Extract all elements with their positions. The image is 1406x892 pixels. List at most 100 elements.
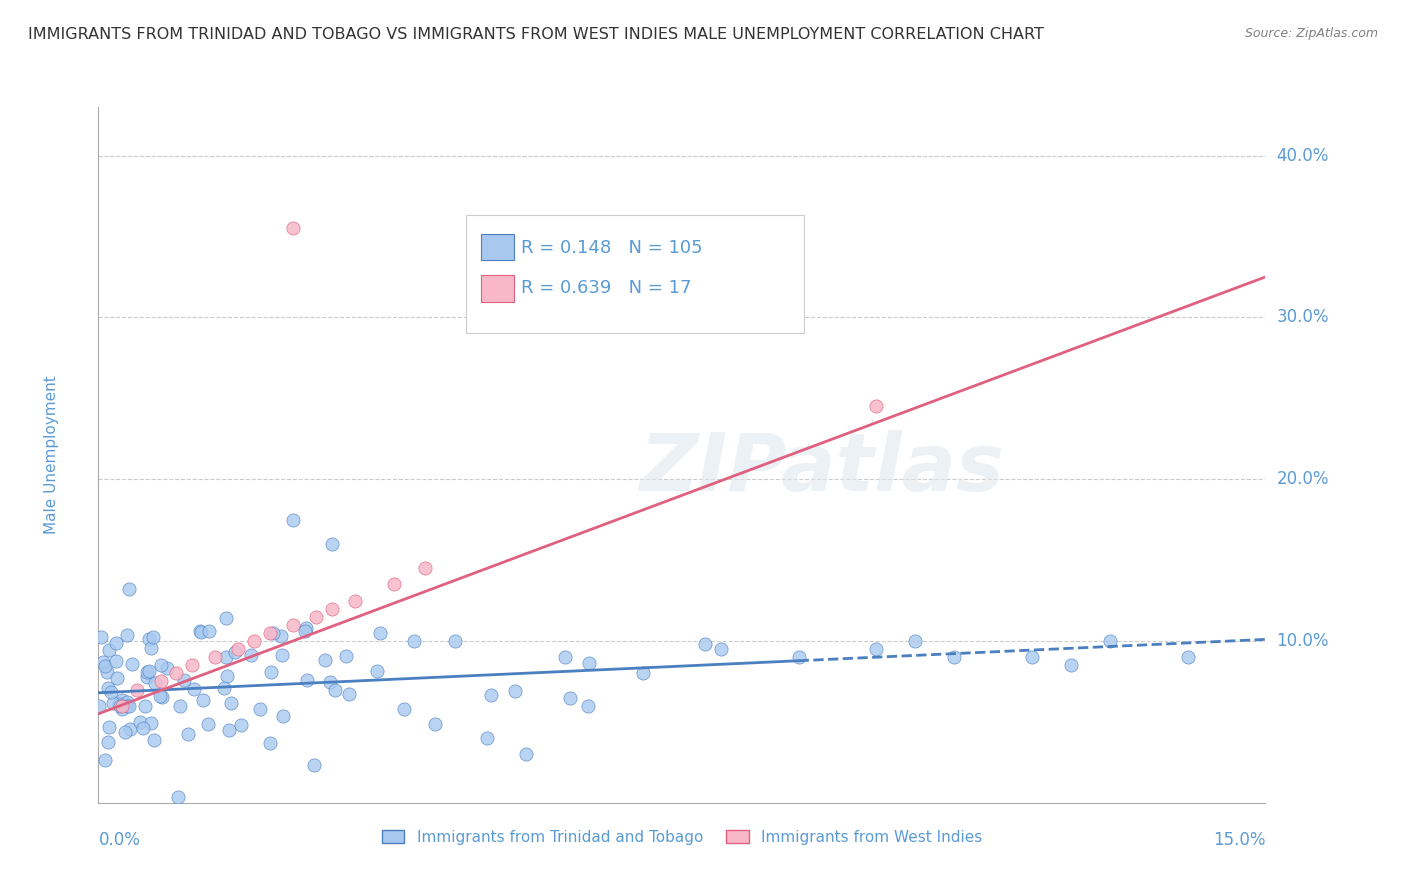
Point: [423, 717, 446, 731]
Point: [173, 673, 195, 688]
Point: [165, 666, 187, 681]
Point: [321, 601, 343, 615]
Point: [115, 699, 138, 714]
Point: [142, 630, 165, 644]
Point: [554, 650, 576, 665]
Point: [294, 624, 316, 638]
Point: [135, 665, 157, 680]
Point: [1021, 650, 1043, 665]
Point: [1177, 650, 1199, 665]
Point: [138, 664, 160, 678]
Point: [1098, 634, 1121, 648]
Point: [294, 621, 316, 635]
Point: [323, 683, 346, 698]
Point: [249, 701, 271, 715]
Text: 0.0%: 0.0%: [98, 830, 141, 848]
Point: [576, 698, 599, 713]
Point: [271, 709, 294, 723]
Point: [217, 669, 239, 683]
Point: [198, 624, 221, 638]
Point: [477, 731, 499, 745]
Point: [134, 699, 156, 714]
Point: [239, 648, 262, 662]
Point: [787, 650, 810, 665]
Point: [121, 657, 143, 671]
Point: [97, 681, 120, 696]
Point: [382, 577, 405, 591]
Point: [479, 688, 502, 702]
Point: [89, 698, 111, 713]
Legend: Immigrants from Trinidad and Tobago, Immigrants from West Indies: Immigrants from Trinidad and Tobago, Imm…: [375, 823, 988, 851]
Point: [108, 699, 131, 714]
Point: [143, 676, 166, 690]
Point: [228, 642, 250, 657]
Point: [180, 658, 202, 673]
Point: [444, 634, 467, 648]
Point: [865, 400, 887, 414]
Point: [865, 642, 887, 657]
Point: [281, 617, 304, 632]
Text: 20.0%: 20.0%: [1277, 470, 1329, 488]
Point: [142, 732, 165, 747]
Point: [105, 654, 128, 668]
Point: [281, 221, 304, 235]
Point: [302, 757, 325, 772]
Point: [98, 643, 121, 657]
Point: [578, 657, 600, 671]
Point: [91, 655, 114, 669]
Point: [305, 609, 328, 624]
Point: [97, 734, 120, 748]
Point: [150, 690, 173, 704]
Point: [413, 561, 436, 575]
Point: [132, 721, 155, 735]
Point: [259, 736, 281, 750]
Text: 30.0%: 30.0%: [1277, 309, 1329, 326]
Text: ZIPatlas: ZIPatlas: [640, 430, 1004, 508]
Point: [94, 659, 117, 673]
Point: [392, 702, 415, 716]
Point: [127, 682, 149, 697]
Text: R = 0.639   N = 17: R = 0.639 N = 17: [520, 279, 692, 297]
Point: [270, 629, 292, 643]
Point: [321, 537, 343, 551]
Text: Male Unemployment: Male Unemployment: [44, 376, 59, 534]
Point: [138, 632, 160, 646]
Point: [149, 674, 172, 689]
Point: [149, 657, 172, 672]
Point: [515, 747, 537, 762]
Point: [191, 693, 214, 707]
Point: [229, 718, 252, 732]
Point: [218, 723, 240, 738]
Point: [129, 715, 152, 730]
Point: [104, 636, 127, 650]
Point: [319, 675, 342, 690]
Point: [335, 649, 357, 664]
Point: [105, 671, 128, 685]
Point: [368, 626, 391, 640]
Point: [260, 665, 283, 680]
Point: [262, 626, 284, 640]
Point: [118, 723, 141, 737]
Point: [943, 650, 966, 665]
Point: [344, 593, 367, 607]
Point: [94, 753, 117, 767]
Point: [111, 693, 134, 707]
Point: [366, 664, 388, 678]
Point: [118, 582, 141, 596]
Point: [149, 690, 172, 704]
Point: [297, 673, 319, 687]
Text: 10.0%: 10.0%: [1277, 632, 1329, 650]
Point: [188, 624, 211, 639]
Point: [281, 513, 304, 527]
Point: [904, 634, 927, 648]
Point: [115, 628, 138, 642]
Point: [212, 681, 235, 695]
Point: [166, 789, 188, 804]
Point: [259, 626, 281, 640]
FancyBboxPatch shape: [481, 276, 513, 301]
Point: [135, 670, 157, 684]
Point: [197, 716, 219, 731]
Point: [402, 634, 425, 648]
Point: [270, 648, 292, 662]
Point: [631, 666, 654, 681]
